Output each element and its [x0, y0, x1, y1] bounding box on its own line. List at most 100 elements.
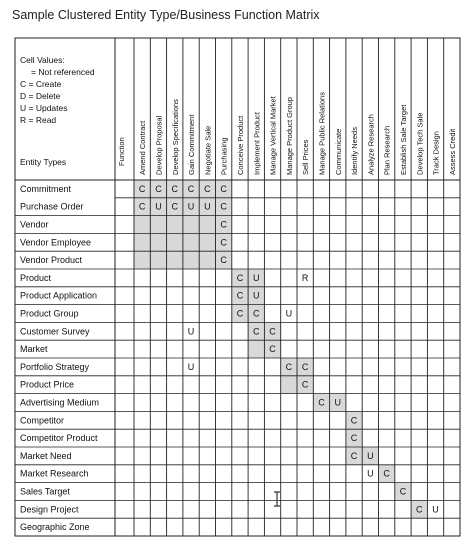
- legend-line: R = Read: [20, 115, 56, 125]
- matrix-cell-value: R: [302, 273, 309, 283]
- matrix-cell-value: C: [139, 202, 146, 212]
- matrix-cell-value: U: [367, 469, 374, 479]
- matrix-cell-value: C: [204, 184, 211, 194]
- row-label: Product Group: [20, 309, 79, 319]
- matrix-cell-value: C: [220, 237, 227, 247]
- row-label: Product Price: [20, 380, 74, 390]
- cluster-block: [411, 500, 428, 519]
- column-header: Analyze Research: [366, 114, 375, 175]
- legend-line: = Not referenced: [31, 67, 95, 77]
- matrix-cell-value: C: [302, 362, 309, 372]
- column-header: Manage Product Group: [285, 97, 294, 175]
- column-header: Assess Credit: [448, 128, 457, 175]
- matrix-cell-value: U: [253, 291, 260, 301]
- column-header: Implement Product: [252, 111, 261, 175]
- column-header: Establish Sale Target: [399, 104, 408, 175]
- row-labels: Commitment Purchase Order Vendor Vendor Emp…: [20, 184, 99, 532]
- matrix-cell-value: U: [432, 504, 439, 514]
- matrix-cell-value: C: [139, 184, 146, 194]
- matrix-cell-value: C: [302, 380, 309, 390]
- row-label: Portfolio Strategy: [20, 362, 90, 372]
- column-header: Develop Tech Sale: [415, 113, 424, 175]
- matrix-cell-value: C: [237, 291, 244, 301]
- row-label: Purchase Order: [20, 202, 84, 212]
- column-header: Develop Specifications: [171, 99, 180, 175]
- row-label: Advertising Medium: [20, 398, 99, 408]
- row-label: Vendor: [20, 220, 49, 230]
- matrix-cell-value: U: [286, 309, 293, 319]
- column-headers: Amend Contract Develop Proposal Develop Sp…: [138, 92, 457, 175]
- row-label: Market Need: [20, 451, 72, 461]
- matrix-cell-value: U: [188, 202, 195, 212]
- matrix-cell-value: U: [188, 362, 195, 372]
- matrix-cell-value: U: [367, 451, 374, 461]
- matrix-cell-value: C: [318, 398, 325, 408]
- column-header: Purchasing: [220, 137, 229, 175]
- column-header: Manage Vertical Market: [269, 95, 278, 175]
- column-header: Track Design: [432, 131, 441, 175]
- row-label: Market Research: [20, 469, 89, 479]
- row-label: Competitor Product: [20, 433, 98, 443]
- row-label: Product: [20, 273, 52, 283]
- column-header: Conceive Product: [236, 115, 245, 175]
- row-label: Design Project: [20, 504, 79, 514]
- entity-types-label: Entity Types: [20, 157, 66, 167]
- row-label: Commitment: [20, 184, 72, 194]
- column-header: Negotiate Sale: [203, 126, 212, 175]
- cluster-block: [362, 447, 379, 465]
- row-label: Vendor Employee: [20, 237, 91, 247]
- matrix-cell-value: U: [155, 202, 162, 212]
- row-label: Geographic Zone: [20, 522, 90, 532]
- column-header: Manage Public Relations: [317, 92, 326, 175]
- row-label: Product Application: [20, 291, 97, 301]
- matrix-cell-value: C: [220, 220, 227, 230]
- legend-line: U = Updates: [20, 103, 68, 113]
- row-label: Competitor: [20, 415, 64, 425]
- legend-line: D = Delete: [20, 91, 61, 101]
- matrix-cell-value: C: [220, 255, 227, 265]
- matrix-cell-value: C: [253, 309, 260, 319]
- matrix-cell-value: C: [383, 469, 390, 479]
- row-label: Customer Survey: [20, 326, 90, 336]
- matrix-cell-value: C: [253, 326, 260, 336]
- column-header: Sell Prices: [301, 139, 310, 175]
- column-header: Amend Contract: [138, 120, 147, 175]
- column-header: Plan Research: [383, 126, 392, 175]
- matrix-cell-value: C: [351, 415, 358, 425]
- column-header: Communicate: [334, 129, 343, 175]
- matrix-cell-value: C: [269, 344, 276, 354]
- matrix-cell-value: C: [155, 184, 162, 194]
- legend-line: C = Create: [20, 79, 62, 89]
- matrix-cell-value: C: [237, 273, 244, 283]
- text-cursor-icon: [274, 491, 280, 507]
- matrix-cell-value: C: [188, 184, 195, 194]
- matrix-cell-value: C: [237, 309, 244, 319]
- row-label: Vendor Product: [20, 255, 83, 265]
- matrix-cell-value: C: [400, 487, 407, 497]
- matrix-cell-value: U: [188, 326, 195, 336]
- matrix-cell-value: C: [269, 326, 276, 336]
- matrix-cell-value: C: [220, 202, 227, 212]
- cluster-block: [378, 464, 395, 483]
- legend: Cell Values: = Not referenced C = Create…: [20, 55, 126, 167]
- matrix-cell-value: C: [351, 451, 358, 461]
- matrix-cell-value: C: [416, 504, 423, 514]
- grid-lines: [14, 37, 461, 537]
- row-label: Market: [20, 344, 48, 354]
- matrix-cell-value: C: [172, 184, 179, 194]
- matrix-cell-value: C: [286, 362, 293, 372]
- page-title: Sample Clustered Entity Type/Business Fu…: [12, 8, 320, 22]
- matrix-cell-value: C: [220, 184, 227, 194]
- cluster-block: [394, 482, 412, 501]
- matrix-cell-value: U: [335, 398, 342, 408]
- matrix-cell-value: C: [172, 202, 179, 212]
- column-header: Identify Needs: [350, 127, 359, 175]
- column-header: Gain Commitment: [187, 114, 196, 175]
- row-label: Sales Target: [20, 487, 70, 497]
- cluster-block: [345, 411, 363, 465]
- matrix-cell-value: U: [253, 273, 260, 283]
- legend-heading: Cell Values:: [20, 55, 65, 65]
- function-label: Function: [117, 137, 126, 166]
